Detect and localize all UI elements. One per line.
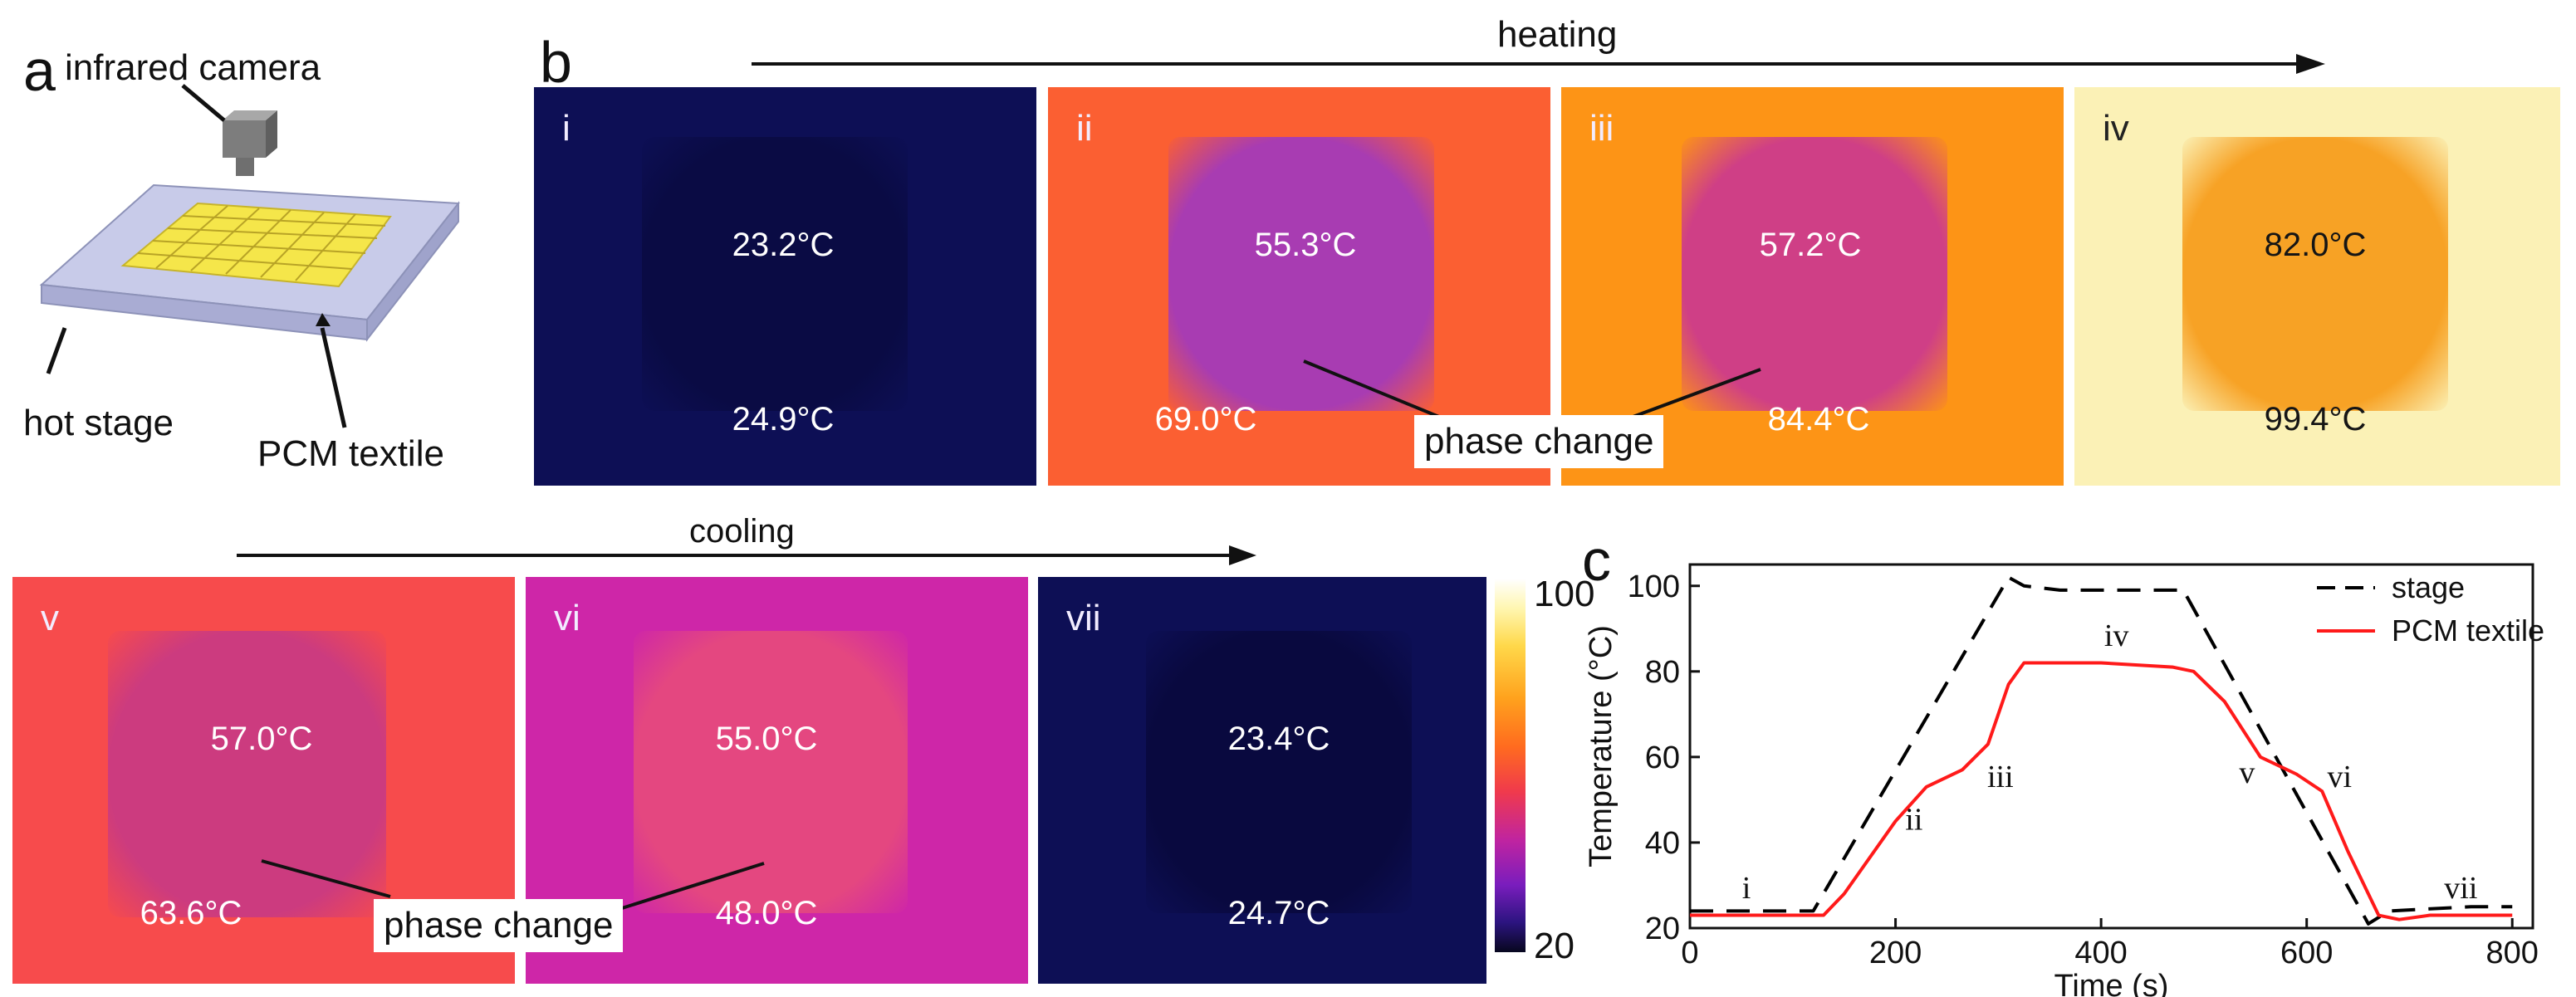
colorbar-max-label: 100 xyxy=(1534,574,1595,614)
frame-label: v xyxy=(41,598,59,638)
y-tick-label: 100 xyxy=(1628,569,1680,604)
panel-letter-b: b xyxy=(540,30,572,95)
colorbar-min-label: 20 xyxy=(1534,926,1574,966)
setup-schematic xyxy=(39,84,460,428)
cooling-phase-change-pointers xyxy=(261,859,765,915)
textile-region xyxy=(642,137,908,411)
heating-arrow xyxy=(752,54,2325,74)
frame-label: vi xyxy=(554,598,580,638)
panel-letter-a: a xyxy=(23,38,56,103)
temperature-time-chart: 0 200 400 600 800 20 40 60 80 100 Time (s) Temperat… xyxy=(1584,563,2544,997)
legend-label: stage xyxy=(2392,570,2465,604)
point-annotation: iv xyxy=(2104,618,2129,653)
textile-region xyxy=(108,631,386,917)
x-tick-label: 800 xyxy=(2486,936,2539,970)
textile-region xyxy=(1168,137,1434,411)
stage-temperature: 24.9°C xyxy=(732,401,835,437)
stage-temperature: 48.0°C xyxy=(715,895,818,931)
textile-region xyxy=(634,631,908,913)
stage-temperature: 84.4°C xyxy=(1767,401,1870,437)
textile-temperature: 55.0°C xyxy=(715,721,818,757)
infrared-camera-icon xyxy=(223,110,277,176)
ir-frame-vi: vi 55.0°C 48.0°C xyxy=(526,577,1028,984)
x-tick-label: 400 xyxy=(2074,936,2127,970)
plot-frame xyxy=(1688,563,2534,930)
hot-stage-label: hot stage xyxy=(23,403,174,443)
colorbar xyxy=(1495,579,1526,952)
pcm-textile-shape xyxy=(120,202,392,288)
cooling-phase-change-label: phase change xyxy=(374,899,624,952)
textile-temperature: 57.2°C xyxy=(1759,227,1862,263)
point-annotation: i xyxy=(1742,871,1751,906)
frame-label: iii xyxy=(1589,108,1614,149)
heating-phase-change-label: phase change xyxy=(1414,415,1664,468)
stage-pointer xyxy=(46,327,67,374)
y-tick-label: 60 xyxy=(1645,740,1680,775)
textile-temperature: 23.4°C xyxy=(1227,721,1330,757)
textile-region xyxy=(2182,137,2448,411)
x-tick-label: 600 xyxy=(2280,936,2333,970)
stage-temperature: 69.0°C xyxy=(1154,401,1257,437)
cooling-arrow xyxy=(237,545,1256,565)
point-annotation: v xyxy=(2239,755,2255,790)
infrared-camera-label: infrared camera xyxy=(65,47,321,88)
point-annotation: iii xyxy=(1987,760,2014,794)
textile-temperature: 55.3°C xyxy=(1254,227,1357,263)
y-axis-title: Temperature (°C) xyxy=(1584,625,1619,867)
point-annotation: vi xyxy=(2328,760,2353,794)
frame-label: ii xyxy=(1076,108,1093,149)
heating-phase-change-pointers xyxy=(1303,359,1761,425)
textile-region xyxy=(1682,137,1947,411)
series-line-pcm-textile xyxy=(1690,661,2513,921)
textile-temperature: 82.0°C xyxy=(2264,227,2367,263)
series-line-stage xyxy=(1690,575,2513,926)
panel-letter-c: c xyxy=(1582,528,1611,593)
x-axis-title: Time (s) xyxy=(2054,969,2169,997)
frame-label: iv xyxy=(2103,108,2129,149)
camera-pointer xyxy=(181,84,226,122)
cooling-label: cooling xyxy=(689,513,795,550)
pcm-textile-label: PCM textile xyxy=(257,433,444,474)
stage-temperature: 99.4°C xyxy=(2264,401,2367,437)
y-tick-label: 40 xyxy=(1645,826,1680,861)
textile-temperature: 57.0°C xyxy=(210,721,313,757)
textile-region xyxy=(1146,631,1412,913)
point-annotation: vii xyxy=(2444,871,2477,906)
y-tick-label: 80 xyxy=(1645,655,1680,690)
textile-pointer xyxy=(320,327,347,428)
legend-label: PCM textile xyxy=(2392,613,2544,648)
stage-temperature: 24.7°C xyxy=(1227,895,1330,931)
ir-frame-v: v 57.0°C 63.6°C xyxy=(12,577,515,984)
ir-frame-iv: iv 82.0°C 99.4°C xyxy=(2074,87,2560,486)
y-tick-label: 20 xyxy=(1645,911,1680,946)
ir-frame-i: i 23.2°C 24.9°C xyxy=(534,87,1036,486)
ir-frame-vii: vii 23.4°C 24.7°C xyxy=(1038,577,1486,984)
x-tick-label: 200 xyxy=(1869,936,1922,970)
frame-label: i xyxy=(562,108,571,149)
heating-label: heating xyxy=(1497,14,1618,55)
frame-label: vii xyxy=(1066,598,1101,638)
textile-temperature: 23.2°C xyxy=(732,227,835,263)
point-annotation: ii xyxy=(1905,802,1922,837)
stage-temperature: 63.6°C xyxy=(140,895,242,931)
x-tick-label: 0 xyxy=(1681,936,1698,970)
